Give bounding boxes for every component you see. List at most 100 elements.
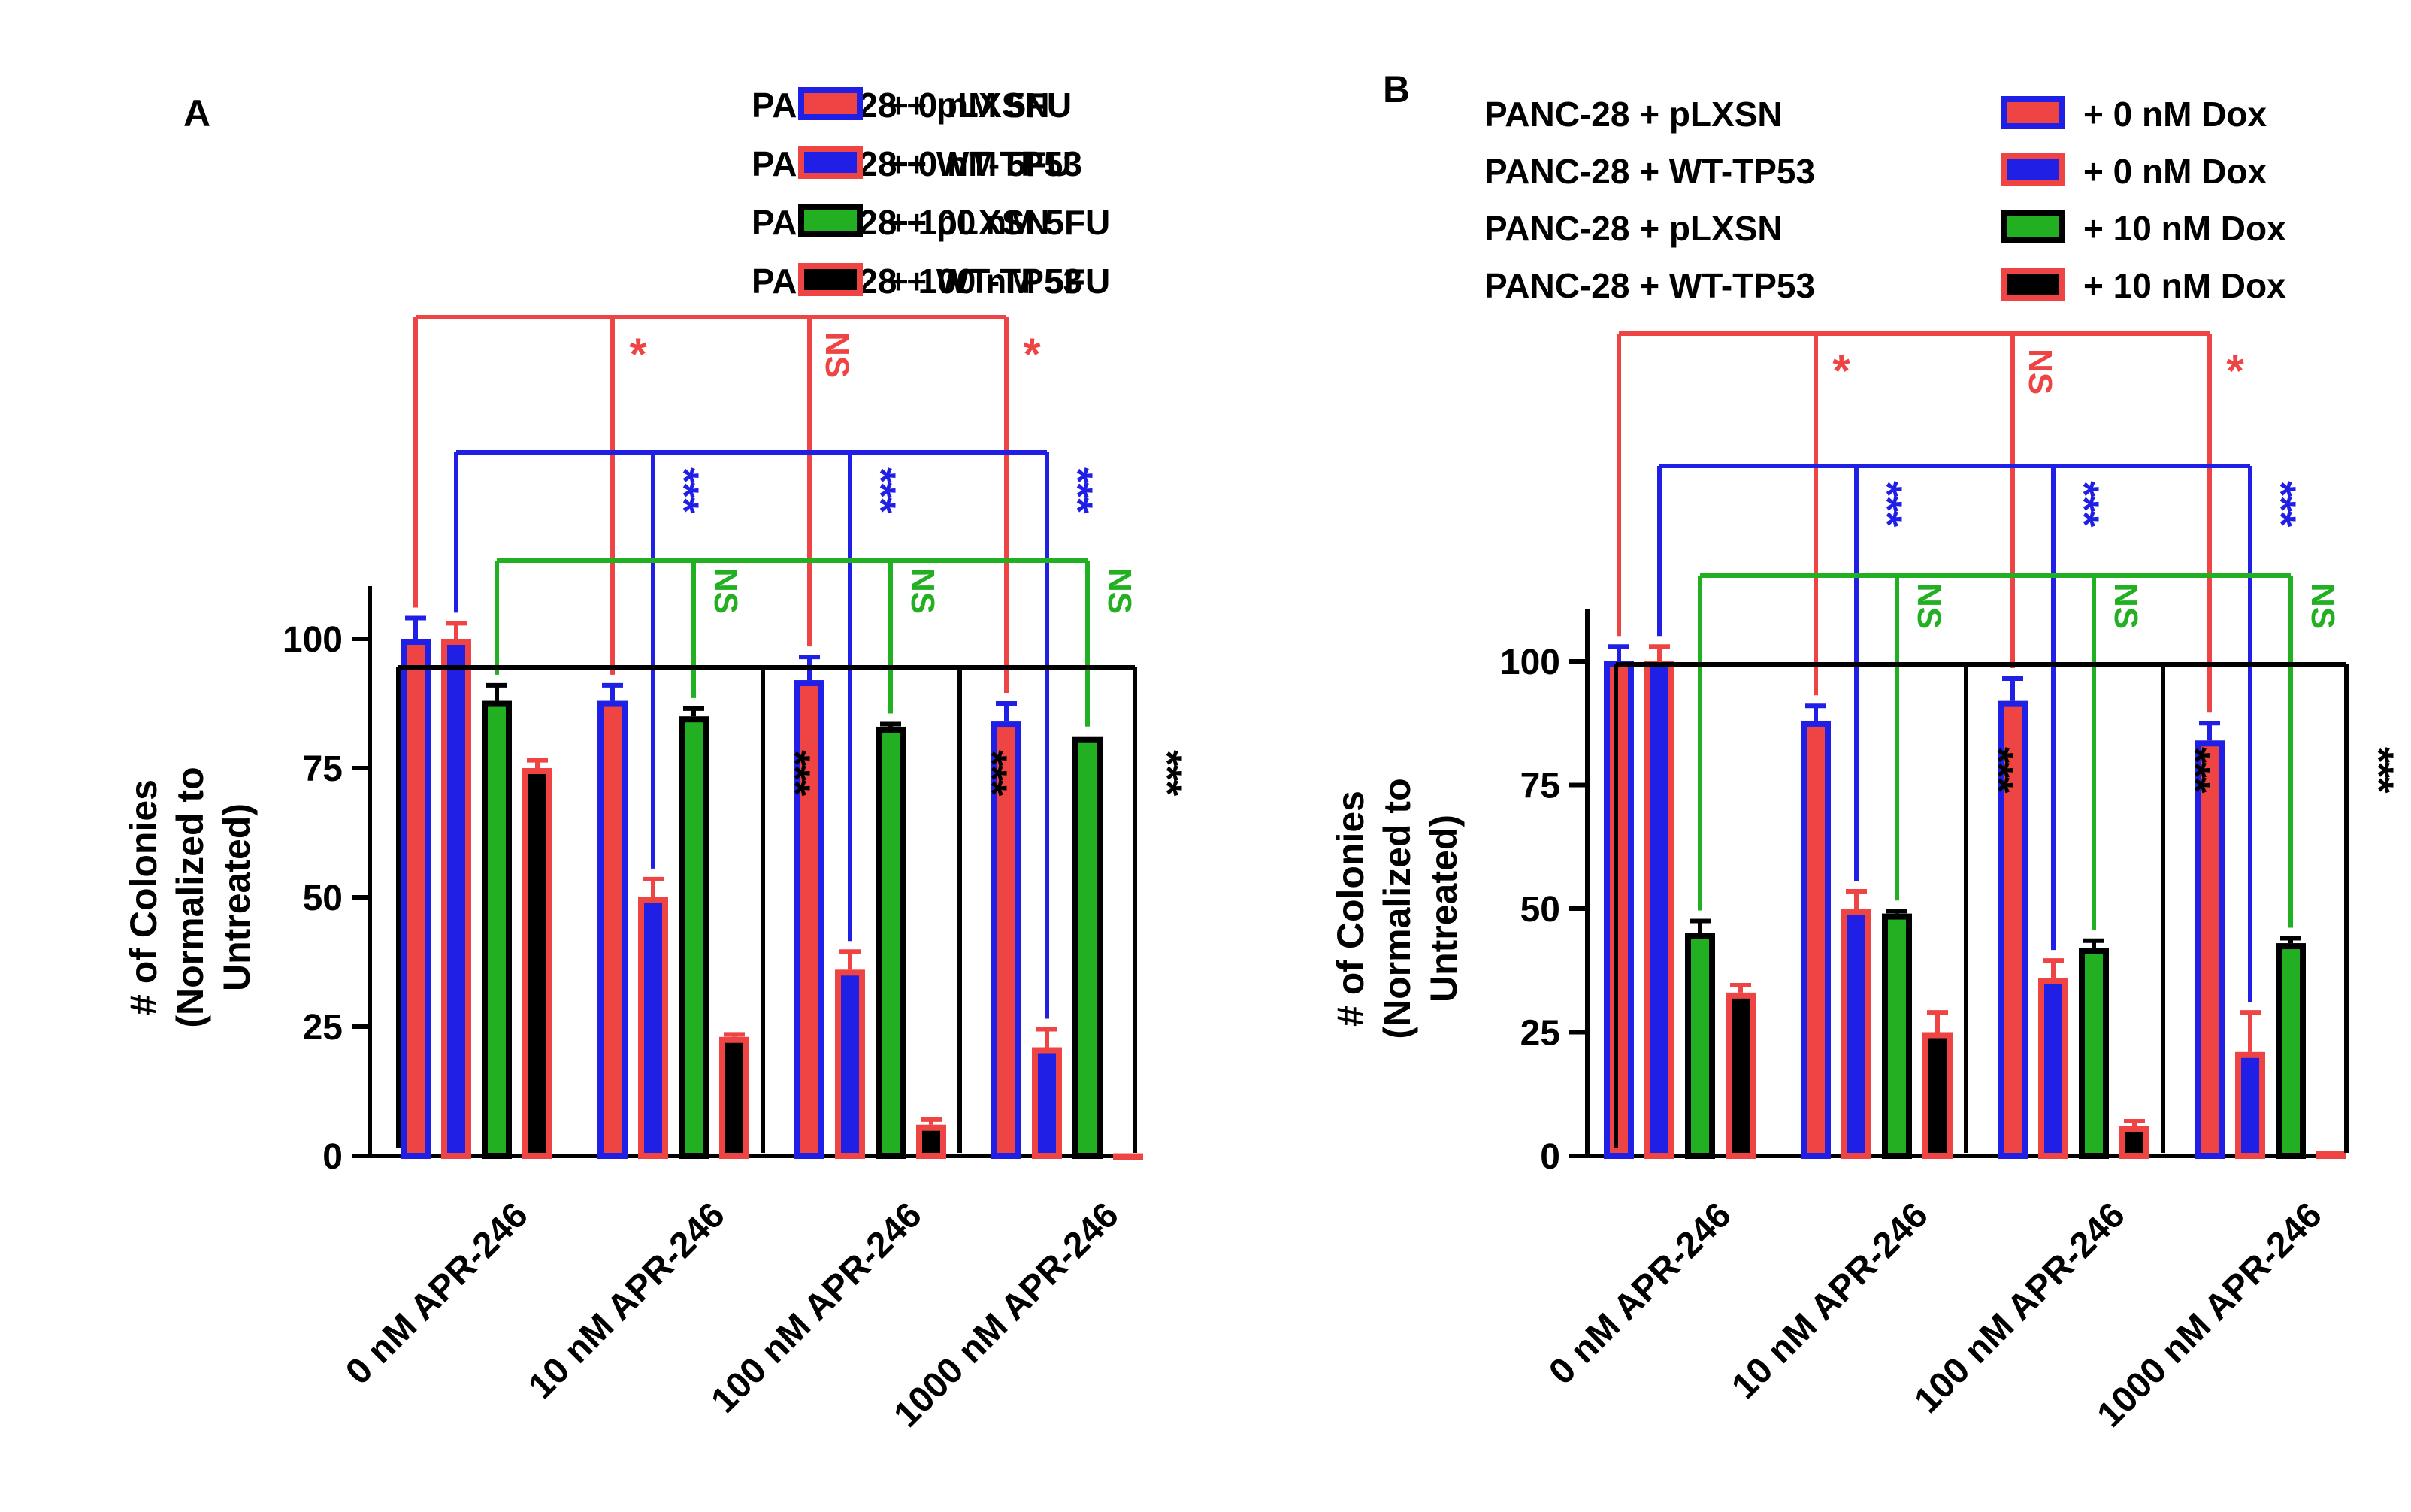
category-label: 10 nM APR-246 [521,1195,732,1406]
y-tick-label: 100 [283,620,343,660]
significance-label: *** [1975,747,2022,794]
significance-label: * [1023,329,1041,380]
legend-treatment-label: + 0 nM Dox [2083,152,2267,191]
significance-label: *** [969,750,1016,797]
bar [482,700,512,1159]
bar [1032,1047,1062,1160]
bar [522,768,552,1159]
legend-treatment-label: + 100 nM 5FU [888,262,1110,301]
y-axis-label: # of Colonies (Normalized to Untreated) [1330,778,1465,1039]
y-tick-label: 50 [1520,890,1560,930]
y-tick-label: 100 [1500,643,1560,682]
bar [2316,1151,2346,1160]
significance-label: * [1832,346,1850,396]
panel-b: B PANC-28 + pLXSN + 0 nM Dox PANC-28 + WT-T… [1330,68,2403,1435]
legend-swatch [2001,210,2065,243]
category-label: 1000 nM APR-246 [2090,1195,2330,1435]
bar [991,721,1021,1159]
legend-cell-label: PANC-28 + pLXSN [1484,209,1783,248]
y-axis-label: # of Colonies (Normalized to Untreated) [123,767,258,1027]
legend-swatch [2001,268,2065,301]
significance-label: *** [2172,747,2219,794]
category-label: 0 nM APR-246 [1541,1195,1739,1393]
significance-label: *** [858,467,905,514]
bar [1922,1032,1953,1159]
bar [1801,720,1831,1159]
bar [2276,943,2306,1160]
legend-cell-label: PANC-28 + WT-TP53 [1484,152,1815,191]
significance-label: *** [2061,481,2108,528]
bar [1882,913,1912,1159]
legend-treatment-label: + 0 nM Dox [2083,95,2267,134]
significance-label: NS [818,332,855,378]
significance-label: * [2226,346,2244,396]
legend-treatment-label: + 0 nM 5FU [888,144,1072,183]
legend-treatment-label: + 10 nM Dox [2083,266,2286,305]
legend-treatment-label: + 10 nM Dox [2083,209,2286,248]
significance-label: * [629,329,647,380]
legend-swatch [2001,153,2065,186]
significance-label: *** [1054,467,1102,514]
significance-label: NS [2304,583,2341,629]
legend-cell-label: PANC-28 + pLXSN [1484,95,1783,134]
significance-label: NS [1910,583,1947,629]
legend-treatment-label: + 0 nM 5FU [888,86,1072,125]
panel-label: A [183,92,210,135]
legend-swatch [798,263,863,296]
bar [916,1124,946,1159]
bar [794,680,824,1159]
bar [1998,700,2028,1159]
y-axis-label-line: (Normalized to [1376,778,1418,1039]
bar [1685,933,1715,1160]
bar [1841,909,1871,1159]
category-label: 10 nM APR-246 [1724,1195,1935,1406]
bar [1072,736,1103,1159]
y-tick-label: 75 [1520,767,1560,806]
legend-swatch [798,204,863,237]
y-axis-label-line: (Normalized to [169,767,211,1027]
legend-treatment-label: + 100 nM 5FU [888,203,1110,242]
category-label: 100 nM APR-246 [703,1195,929,1420]
y-axis-label-line: Untreated) [216,803,258,991]
y-tick-label: 25 [303,1008,343,1048]
y-tick-label: 75 [303,749,343,789]
y-tick-label: 0 [1540,1137,1560,1177]
bar [401,639,431,1159]
significance-label: *** [1864,481,1911,528]
bar [2235,1051,2265,1159]
category-label: 0 nM APR-246 [338,1195,536,1393]
bar [2119,1126,2149,1160]
significance-label: *** [661,467,708,514]
category-label: 1000 nM APR-246 [887,1195,1127,1435]
legend-cell-label: PANC-28 + WT-TP53 [1484,266,1815,305]
y-axis-label-line: # of Colonies [1330,791,1372,1027]
significance-label: NS [2107,583,2144,629]
bar [2079,948,2109,1159]
significance-label: NS [904,568,941,614]
y-tick-label: 25 [1520,1014,1560,1054]
category-label: 100 nM APR-246 [1907,1195,2132,1420]
bar [638,897,668,1159]
significance-label: NS [1101,568,1138,614]
significance-label: NS [707,568,744,614]
legend-swatch [798,87,863,120]
bar [2195,740,2225,1159]
bar [2038,978,2068,1159]
bar [876,726,906,1159]
bar [835,969,865,1159]
bar [679,716,709,1159]
significance-label: *** [2258,481,2305,528]
bar [719,1036,749,1160]
bar [1644,661,1674,1159]
bar [597,700,628,1159]
bar [441,639,471,1159]
bar [1604,661,1634,1159]
legend-swatch [2001,96,2065,129]
panel-label: B [1383,68,1410,110]
legend-swatch [798,146,863,179]
bar [1726,992,1756,1159]
y-tick-label: 50 [303,878,343,918]
significance-label: *** [772,750,819,797]
